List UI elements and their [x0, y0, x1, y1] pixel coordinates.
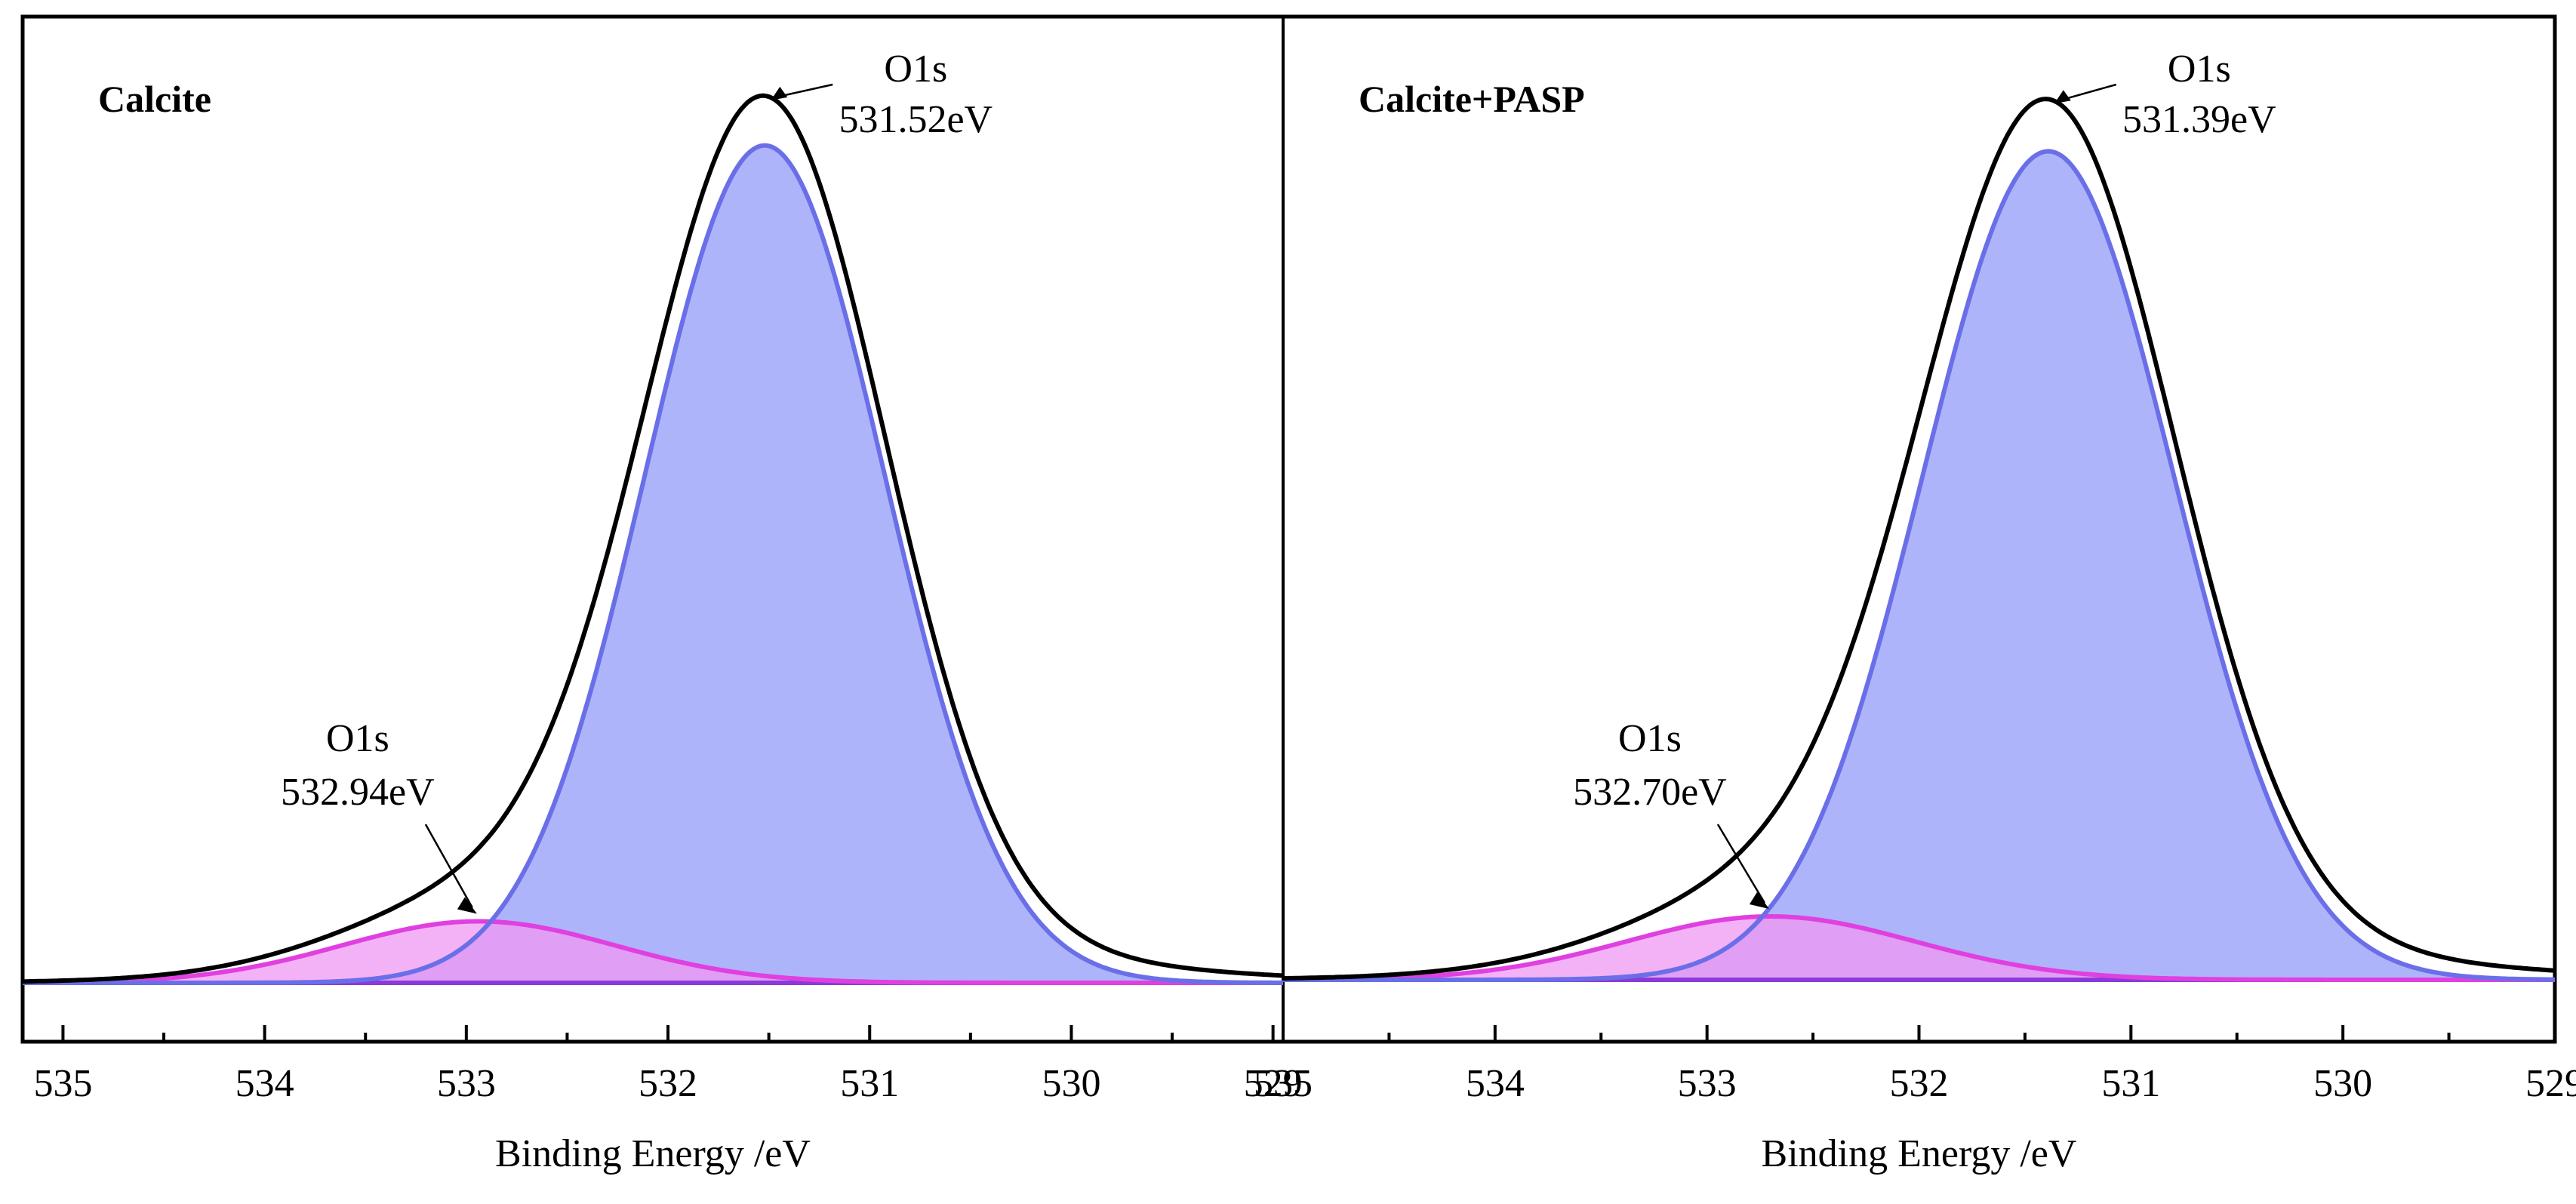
x-tick-label: 535: [1254, 1062, 1313, 1105]
series-main-line: [1283, 149, 2556, 982]
annotation-minor-arrowhead: [1749, 892, 1769, 909]
panel-title: Calcite+PASP: [1359, 78, 1585, 120]
series-minor-line: [1283, 914, 2555, 982]
series-minor-line: [23, 919, 1283, 985]
x-tick-label: 531: [840, 1062, 899, 1105]
x-tick-label: 529: [2525, 1062, 2576, 1105]
annotation-minor-pointer: [1716, 824, 1765, 904]
series-envelope-line: [23, 93, 1284, 984]
panel-2: 535 534 533 532 531 530 529 Binding Energy /eV C…: [1254, 48, 2576, 1175]
series-minor-fill: [1283, 916, 2555, 980]
series-envelope-line: [1282, 97, 2556, 981]
x-tick-label: 534: [235, 1062, 294, 1105]
panel-title: Calcite: [98, 78, 211, 120]
series-main-fill: [23, 145, 1283, 984]
x-tick-label: 533: [1678, 1062, 1737, 1105]
x-tick-label: 532: [1890, 1062, 1949, 1105]
annotation-minor-label: O1s: [1618, 717, 1682, 760]
x-tick-label: 535: [33, 1062, 92, 1105]
series-minor-fill: [23, 921, 1283, 983]
x-tick-label: 531: [2101, 1062, 2160, 1105]
figure-frame: [20, 14, 2557, 1044]
annotation-main-value: 531.39eV: [2122, 98, 2276, 141]
x-tick-label: 532: [639, 1062, 697, 1105]
panel-1: 535 534 533 532 531 530 529 Binding Energy /eV C…: [23, 48, 1303, 1175]
x-tick-label: 530: [2313, 1062, 2372, 1105]
annotation-minor-arrowhead: [457, 897, 477, 914]
annotation-minor-pointer: [424, 824, 473, 909]
annotation-minor-label: O1s: [326, 717, 389, 760]
x-tick-label: 533: [437, 1062, 496, 1105]
x-tick-label: 530: [1042, 1062, 1100, 1105]
annotation-main-value: 531.52eV: [839, 98, 993, 141]
annotation-minor-value: 532.94eV: [281, 771, 435, 814]
x-tick-label: 529: [1244, 1062, 1303, 1105]
annotation-minor-value: 532.70eV: [1573, 771, 1727, 814]
series-main-fill: [1283, 151, 2555, 980]
annotation-main-label: O1s: [2168, 48, 2231, 91]
annotation-main-label: O1s: [884, 48, 947, 91]
annotation-main-arrowhead: [2054, 90, 2071, 104]
x-axis-title: Binding Energy /eV: [495, 1132, 811, 1175]
series-main-line: [23, 143, 1283, 985]
x-tick-label: 534: [1466, 1062, 1525, 1105]
x-axis-title: Binding Energy /eV: [1762, 1132, 2077, 1175]
annotation-main-arrowhead: [771, 86, 788, 100]
